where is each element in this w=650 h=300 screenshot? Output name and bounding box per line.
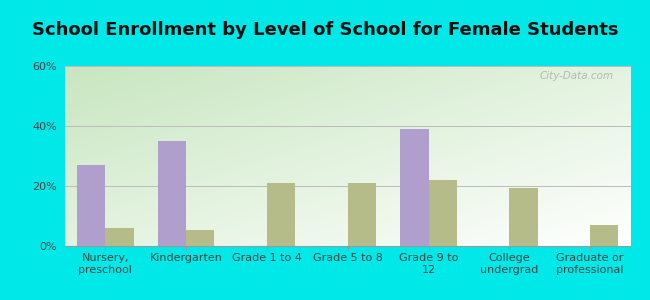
Bar <box>186 230 214 246</box>
Bar <box>590 225 618 246</box>
Bar <box>348 183 376 246</box>
Bar <box>400 129 428 246</box>
Bar <box>105 228 134 246</box>
Bar <box>510 188 538 246</box>
Bar <box>428 180 457 246</box>
Bar <box>77 165 105 246</box>
Bar <box>158 141 186 246</box>
Text: School Enrollment by Level of School for Female Students: School Enrollment by Level of School for… <box>32 21 618 39</box>
Bar <box>267 183 295 246</box>
Text: City-Data.com: City-Data.com <box>540 71 614 81</box>
